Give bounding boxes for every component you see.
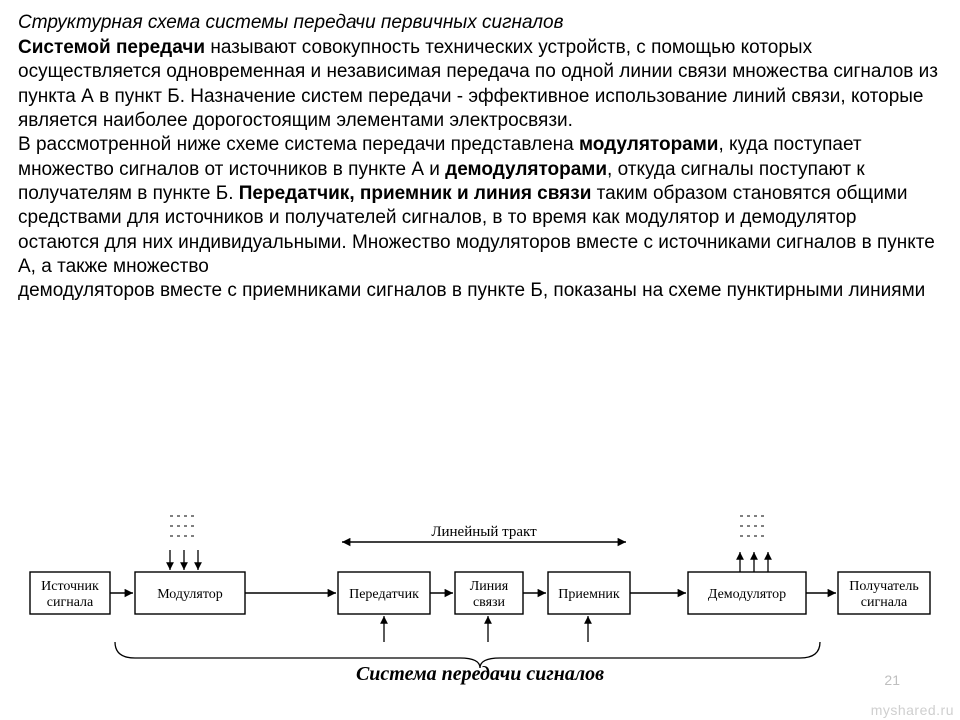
page-title: Структурная схема системы передачи перви… — [18, 12, 942, 34]
paragraph-2: В рассмотренной ниже схеме система перед… — [18, 133, 942, 279]
svg-text:Линия: Линия — [470, 579, 509, 594]
svg-text:Получатель: Получатель — [849, 579, 919, 594]
paragraph-3: демодуляторов вместе с приемниками сигна… — [18, 279, 942, 303]
svg-text:Передатчик: Передатчик — [349, 587, 419, 602]
watermark: myshared.ru — [871, 702, 954, 718]
signal-system-diagram: ИсточниксигналаМодуляторПередатчикЛинияс… — [20, 502, 940, 692]
term-demodulators: демодуляторами — [445, 159, 607, 180]
p2-a: В рассмотренной ниже схеме система перед… — [18, 134, 579, 155]
svg-text:Линейный тракт: Линейный тракт — [431, 524, 537, 540]
svg-text:Источник: Источник — [41, 579, 99, 594]
svg-text:Демодулятор: Демодулятор — [708, 587, 786, 602]
svg-text:связи: связи — [473, 595, 506, 610]
page-number: 21 — [884, 672, 900, 688]
svg-text:сигнала: сигнала — [47, 595, 94, 610]
term-modulators: модуляторами — [579, 134, 719, 155]
svg-text:сигнала: сигнала — [861, 595, 908, 610]
term-system: Системой передачи — [18, 37, 205, 58]
term-tx-rx-line: Передатчик, приемник и линия связи — [239, 183, 592, 204]
svg-text:Система передачи сигналов: Система передачи сигналов — [356, 663, 604, 685]
diagram-container: ИсточниксигналаМодуляторПередатчикЛинияс… — [0, 502, 960, 692]
paragraph-1: Системой передачи называют совокупность … — [18, 36, 942, 133]
svg-text:Модулятор: Модулятор — [157, 587, 223, 602]
svg-text:Приемник: Приемник — [558, 587, 620, 602]
